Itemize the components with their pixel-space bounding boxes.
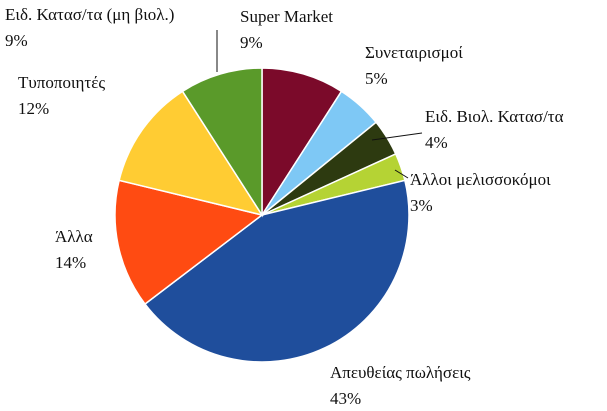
- pie-slice: [143, 179, 410, 363]
- slice-label: Ειδ. Κατασ/τα (μη βιολ.): [5, 5, 174, 24]
- slice-value-label: 3%: [410, 196, 433, 215]
- pie-slice: [118, 90, 264, 217]
- pie-slice: [261, 67, 343, 218]
- slice-value-label: 4%: [425, 133, 448, 152]
- slice-label: Super Market: [240, 7, 333, 26]
- slice-label: Συνεταιρισμοί: [365, 43, 463, 62]
- leader-line: [394, 169, 409, 179]
- leader-line: [371, 132, 423, 141]
- slice-label: Απευθείας πωλήσεις: [330, 363, 471, 382]
- slice-label: Άλλα: [55, 227, 93, 246]
- slice-value-label: 9%: [240, 33, 263, 52]
- slice-value-label: 43%: [330, 389, 361, 408]
- slice-label: Ειδ. Βιολ. Κατασ/τα: [425, 107, 564, 126]
- slice-label: Τυποποιητές: [18, 73, 105, 92]
- slice-value-label: 12%: [18, 99, 49, 118]
- slice-value-label: 14%: [55, 253, 86, 272]
- pie-slice: [114, 179, 264, 306]
- pie-slice: [181, 67, 263, 218]
- slice-value-label: 9%: [5, 31, 28, 50]
- slice-label: Άλλοι μελισσοκόμοι: [410, 170, 551, 189]
- slice-value-label: 5%: [365, 69, 388, 88]
